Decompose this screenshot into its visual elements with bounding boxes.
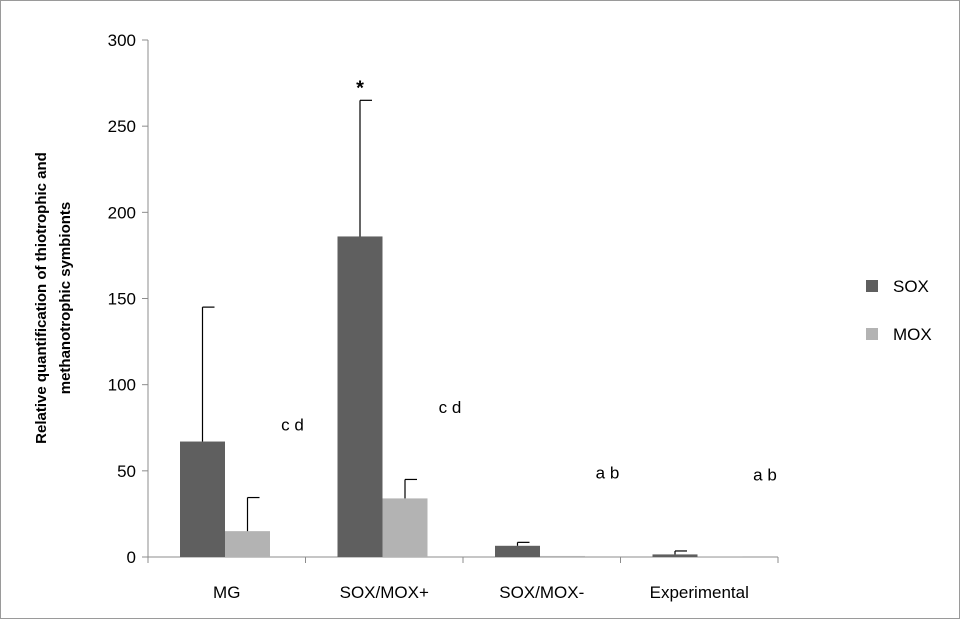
y-tick-label: 50: [117, 462, 136, 481]
y-tick-label: 300: [108, 31, 136, 50]
group-annotation: a b: [596, 464, 620, 483]
y-axis-title-line: Relative quantification of thiotrophic a…: [33, 152, 50, 444]
y-tick-label: 250: [108, 117, 136, 136]
y-tick-label: 200: [108, 203, 136, 222]
y-axis-label: Relative quantification of thiotrophic a…: [33, 152, 74, 444]
annotations: c d c d a b a b *: [281, 77, 777, 484]
bar-mox: [225, 531, 270, 557]
x-tick-label: MG: [213, 583, 240, 602]
group-annotation: c d: [439, 398, 462, 417]
significance-star: *: [356, 77, 364, 99]
legend-label-mox: MOX: [893, 325, 932, 344]
error-bars: [201, 99, 687, 555]
group-annotation: c d: [281, 415, 304, 434]
y-tick-label: 100: [108, 376, 136, 395]
legend: SOX MOX: [866, 277, 932, 344]
y-axis: 0 50 100 150 200 250 300: [108, 31, 149, 567]
bar-mox: [382, 498, 428, 557]
bar-sox: [337, 236, 383, 557]
bar-mox: [540, 555, 585, 557]
x-axis: MG SOX/MOX+ SOX/MOX- Experimental: [147, 556, 779, 602]
y-axis-title-line: methanotrophic symbionts: [57, 202, 74, 395]
legend-swatch-mox: [866, 328, 878, 340]
bar-sox: [652, 554, 698, 557]
legend-label-sox: SOX: [893, 277, 929, 296]
legend-swatch-sox: [866, 280, 878, 292]
y-tick-label: 0: [127, 548, 136, 567]
x-tick-label: Experimental: [650, 583, 749, 602]
y-axis-title: Relative quantification of thiotrophic a…: [33, 152, 74, 444]
bar-sox: [180, 441, 225, 557]
x-tick-label: SOX/MOX+: [340, 583, 429, 602]
bar-mox: [697, 556, 743, 557]
bar-sox: [495, 545, 540, 557]
y-tick-label: 150: [108, 290, 136, 309]
x-tick-label: SOX/MOX-: [499, 583, 584, 602]
bars: [180, 236, 743, 557]
group-annotation: a b: [753, 465, 777, 484]
